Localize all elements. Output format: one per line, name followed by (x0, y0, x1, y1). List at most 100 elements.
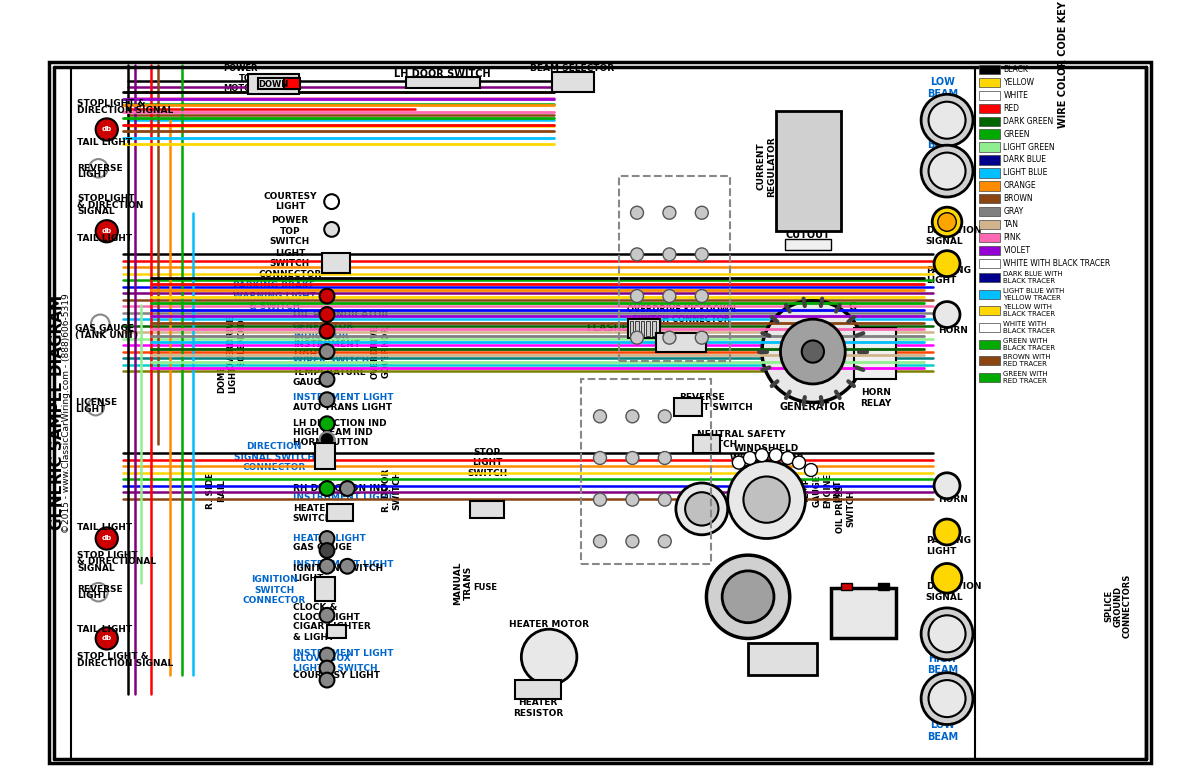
Text: GENERATOR: GENERATOR (780, 402, 846, 412)
Circle shape (929, 153, 966, 190)
Text: STARTER
SOLENOID: STARTER SOLENOID (755, 648, 811, 670)
Circle shape (659, 452, 671, 465)
Text: HIGH
BEAM: HIGH BEAM (926, 128, 958, 150)
Text: IGNITION SWITCH
LIGHT: IGNITION SWITCH LIGHT (293, 564, 383, 584)
Text: LIGHT GREEN: LIGHT GREEN (1003, 143, 1055, 151)
Bar (248, 74, 299, 94)
Bar (641, 321, 644, 336)
Circle shape (319, 660, 335, 676)
Text: GROUND: GROUND (1114, 585, 1123, 627)
Circle shape (659, 493, 671, 506)
Bar (647, 321, 650, 336)
Text: DARK BLUE: DARK BLUE (1003, 155, 1046, 164)
Bar (979, 323, 1000, 332)
Circle shape (792, 456, 805, 469)
Text: INSTRUMENT LIGHT: INSTRUMENT LIGHT (293, 493, 394, 502)
Text: DOME
LIGHT: DOME LIGHT (217, 366, 236, 393)
Bar (979, 78, 1000, 87)
Text: CONNECTORS: CONNECTORS (1123, 574, 1132, 638)
Text: GRAY: GRAY (1003, 207, 1024, 217)
Circle shape (762, 300, 864, 402)
Text: INSTRUMENT
LIGHT: INSTRUMENT LIGHT (293, 340, 360, 359)
Bar (832, 588, 896, 638)
Text: & DIRECTION: & DIRECTION (77, 201, 144, 210)
Text: OVERDRIVE
GOVERNOR: OVERDRIVE GOVERNOR (371, 325, 390, 379)
Circle shape (685, 492, 719, 525)
Circle shape (319, 432, 335, 447)
Circle shape (922, 94, 973, 146)
Bar (979, 356, 1000, 366)
Bar (776, 111, 841, 231)
Circle shape (630, 290, 643, 303)
Text: & DIRECTIONAL: & DIRECTIONAL (77, 557, 156, 566)
Text: ORANGE: ORANGE (1003, 181, 1036, 190)
Circle shape (626, 410, 638, 423)
Text: 6: 6 (786, 455, 790, 461)
Text: GAS GAUGE: GAS GAUGE (293, 543, 352, 552)
Circle shape (89, 583, 108, 601)
Circle shape (594, 410, 606, 423)
Circle shape (922, 145, 973, 197)
Text: BROWN WITH
RED TRACER: BROWN WITH RED TRACER (1003, 354, 1051, 367)
Bar (552, 72, 594, 92)
Circle shape (319, 531, 335, 546)
Circle shape (594, 452, 606, 465)
Text: DIRECTION
SIGNAL: DIRECTION SIGNAL (925, 582, 982, 602)
Text: STOPLIGHT: STOPLIGHT (77, 194, 134, 204)
Text: TAIL LIGHT: TAIL LIGHT (77, 138, 132, 147)
Text: TAN: TAN (1003, 220, 1019, 230)
Text: UP: UP (270, 78, 282, 88)
Bar (328, 624, 346, 638)
Circle shape (929, 680, 966, 717)
Text: DIRECTION SIGNAL: DIRECTION SIGNAL (77, 107, 173, 115)
Circle shape (934, 519, 960, 545)
Circle shape (744, 452, 756, 465)
Circle shape (319, 608, 335, 623)
Text: SPLICE: SPLICE (1104, 590, 1114, 622)
Bar (979, 220, 1000, 230)
Text: STARTER
MOTOR: STARTER MOTOR (724, 586, 773, 607)
Text: CIGAR LIGHTER
& LIGHT: CIGAR LIGHTER & LIGHT (293, 622, 371, 641)
Text: POWER
TOP
MOTOR: POWER TOP MOTOR (223, 64, 258, 94)
Text: TAIL LIGHT: TAIL LIGHT (77, 523, 132, 532)
Circle shape (662, 331, 676, 344)
Text: A: A (818, 161, 826, 171)
Text: OIL PSI INDICATOR: OIL PSI INDICATOR (293, 310, 388, 319)
Text: TEMP
GAUGE
ENGINE
UNIT: TEMP GAUGE ENGINE UNIT (802, 473, 842, 508)
Circle shape (929, 101, 966, 139)
Text: REVERSE
LIGHT SWITCH: REVERSE LIGHT SWITCH (679, 392, 752, 412)
Bar (979, 372, 1000, 382)
Circle shape (727, 461, 805, 538)
Text: A: A (848, 356, 857, 366)
Text: CLOCK &
CLOCK LIGHT: CLOCK & CLOCK LIGHT (293, 603, 360, 622)
Circle shape (630, 248, 643, 261)
Bar (748, 643, 817, 676)
Bar (674, 398, 702, 416)
Text: 7: 7 (797, 459, 802, 465)
Text: GENERATOR
INDICATOR: GENERATOR INDICATOR (293, 322, 354, 341)
Text: BAT: BAT (814, 190, 832, 199)
Bar (314, 578, 335, 601)
Bar (979, 233, 1000, 243)
Bar (979, 104, 1000, 113)
Circle shape (521, 629, 577, 685)
Text: BATTERY: BATTERY (836, 606, 892, 616)
Text: GREEN WITH
BLACK TRACER: GREEN WITH BLACK TRACER (1003, 338, 1056, 351)
Text: LH DIRECTION IND: LH DIRECTION IND (293, 419, 386, 429)
Circle shape (929, 615, 966, 652)
Text: LIGHT
SWITCH
CONNECTOR: LIGHT SWITCH CONNECTOR (258, 249, 322, 279)
Text: YELLOW WITH
BLACK TRACER: YELLOW WITH BLACK TRACER (1003, 304, 1056, 317)
Text: 2: 2 (748, 455, 752, 461)
Text: DIRECTION SIGNAL: DIRECTION SIGNAL (77, 659, 173, 668)
Text: AUTO TRANS LIGHT: AUTO TRANS LIGHT (293, 402, 391, 412)
Bar (582, 379, 712, 564)
Text: STOP LIGHT &: STOP LIGHT & (77, 653, 149, 661)
Circle shape (319, 647, 335, 663)
Text: F: F (850, 328, 856, 338)
Text: DIRECTION
SIGNAL SWITCH
CONNECTOR: DIRECTION SIGNAL SWITCH CONNECTOR (234, 442, 314, 472)
Circle shape (662, 207, 676, 219)
Circle shape (91, 315, 109, 333)
Circle shape (319, 543, 335, 558)
Text: db: db (102, 127, 112, 132)
Text: PARKING BRAKE
WARNING LIGHT
& SWITCH: PARKING BRAKE WARNING LIGHT & SWITCH (233, 281, 316, 311)
